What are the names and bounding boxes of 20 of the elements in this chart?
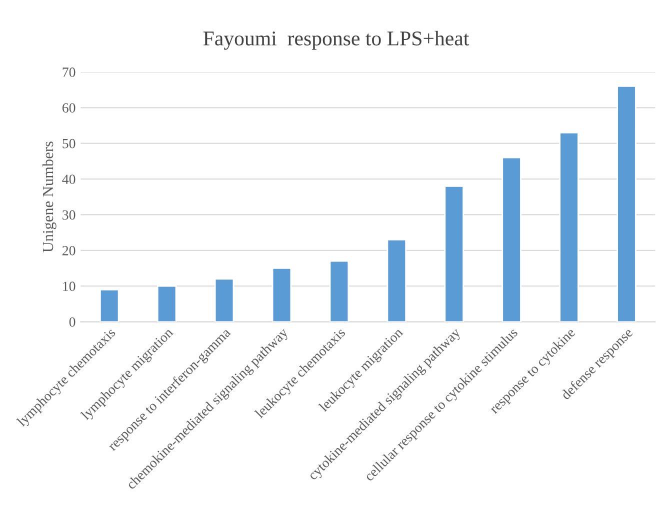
chart-title: Fayoumi response to LPS+heat [203,30,470,50]
bar [329,260,350,322]
bar [214,278,234,322]
bar [559,132,579,322]
y-axis-title: Unigene Numbers [42,142,56,252]
y-tick-label: 20 [62,246,76,256]
bar [444,185,464,322]
y-tick-label: 50 [62,138,76,148]
bar [616,86,636,322]
bar [386,238,407,322]
bar [99,288,120,322]
bar [156,285,177,322]
y-tick-label: 60 [62,103,76,113]
y-tick-label: 40 [62,174,76,184]
y-tick-label: 70 [62,68,76,77]
y-tick-label: 30 [62,210,76,220]
y-tick-label: 0 [69,317,76,327]
bar [272,268,292,322]
y-tick-label: 10 [63,282,76,292]
bar [502,156,522,322]
